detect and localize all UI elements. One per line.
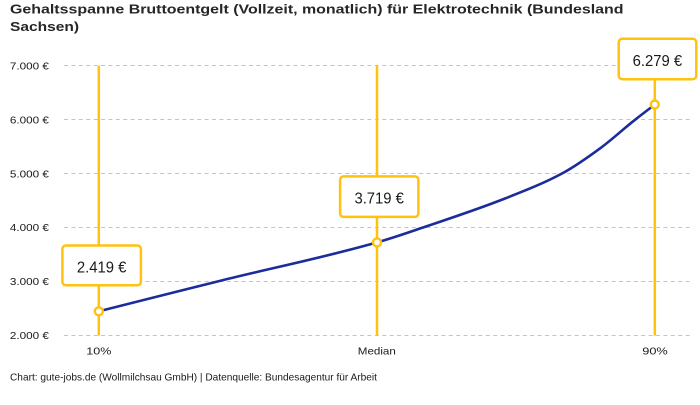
svg-text:2.419 €: 2.419 € — [77, 260, 127, 277]
svg-text:Median: Median — [358, 347, 396, 358]
svg-text:5.000 €: 5.000 € — [10, 169, 49, 180]
svg-text:6.000 €: 6.000 € — [10, 115, 49, 126]
svg-text:7.000 €: 7.000 € — [10, 62, 49, 73]
svg-text:Chart: gute-jobs.de (Wollmilch: Chart: gute-jobs.de (Wollmilchsau GmbH) … — [10, 373, 377, 384]
svg-text:3.000 €: 3.000 € — [10, 277, 49, 288]
svg-text:Sachsen): Sachsen) — [10, 19, 79, 34]
svg-text:3.719 €: 3.719 € — [354, 191, 404, 208]
svg-text:90%: 90% — [642, 347, 668, 358]
svg-text:10%: 10% — [86, 347, 111, 358]
svg-text:4.000 €: 4.000 € — [10, 223, 49, 234]
svg-text:6.279 €: 6.279 € — [633, 53, 683, 70]
svg-text:2.000 €: 2.000 € — [10, 331, 49, 342]
svg-text:Gehaltsspanne Bruttoentgelt (V: Gehaltsspanne Bruttoentgelt (Vollzeit, m… — [10, 2, 624, 17]
